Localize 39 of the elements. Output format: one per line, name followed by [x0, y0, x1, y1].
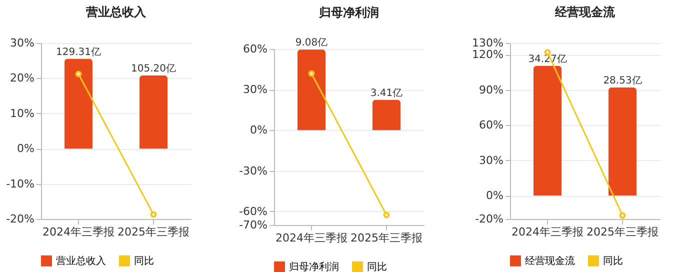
x-tick-label: 2025年三季报 [350, 232, 422, 244]
x-tick-label: 2024年三季报 [512, 226, 584, 238]
legend-label: 同比 [367, 260, 387, 272]
legend-label: 归母净利润 [289, 260, 339, 272]
x-tick-label: 2025年三季报 [586, 226, 658, 238]
data-label: 129.31亿 [56, 46, 101, 58]
data-label: 28.53亿 [603, 76, 642, 87]
y-tick-label: -60% [239, 204, 268, 218]
y-tick-label: 120% [472, 48, 504, 62]
y-tick-label: -10% [6, 177, 34, 190]
data-label: 9.08亿 [295, 38, 328, 49]
y-tick-label: -20% [6, 212, 34, 226]
y-tick-label: 130% [472, 36, 504, 50]
chart-title: 归母净利润 [318, 6, 379, 20]
legend-label: 同比 [134, 254, 154, 267]
x-tick-label: 2024年三季报 [42, 226, 114, 238]
y-tick-label: -70% [239, 218, 268, 232]
y-tick-label: 0% [250, 124, 268, 137]
data-label: 105.20亿 [131, 64, 176, 75]
y-tick-label: 0% [486, 189, 504, 202]
y-tick-label: 30% [479, 154, 504, 167]
y-tick-label: 60% [479, 118, 504, 132]
y-tick-label: 30% [243, 83, 268, 96]
legend-label: 同比 [603, 254, 623, 267]
data-label: 3.41亿 [370, 88, 403, 99]
y-tick-label: 90% [479, 83, 504, 96]
y-tick-label: 30% [10, 36, 34, 50]
y-tick-label: 10% [10, 106, 34, 120]
y-tick-label: 20% [10, 72, 34, 85]
y-tick-label: 0% [17, 142, 34, 156]
y-tick-label: -20% [475, 212, 504, 226]
x-tick-label: 2024年三季报 [276, 232, 348, 244]
chart-title: 经营现金流 [554, 5, 616, 19]
legend-label: 营业总收入 [56, 254, 106, 267]
x-tick-label: 2025年三季报 [118, 226, 190, 238]
chart-title: 营业总收入 [85, 5, 147, 19]
y-tick-label: -30% [239, 164, 268, 178]
legend-label: 经营现金流 [525, 254, 575, 267]
y-tick-label: 60% [243, 42, 268, 56]
